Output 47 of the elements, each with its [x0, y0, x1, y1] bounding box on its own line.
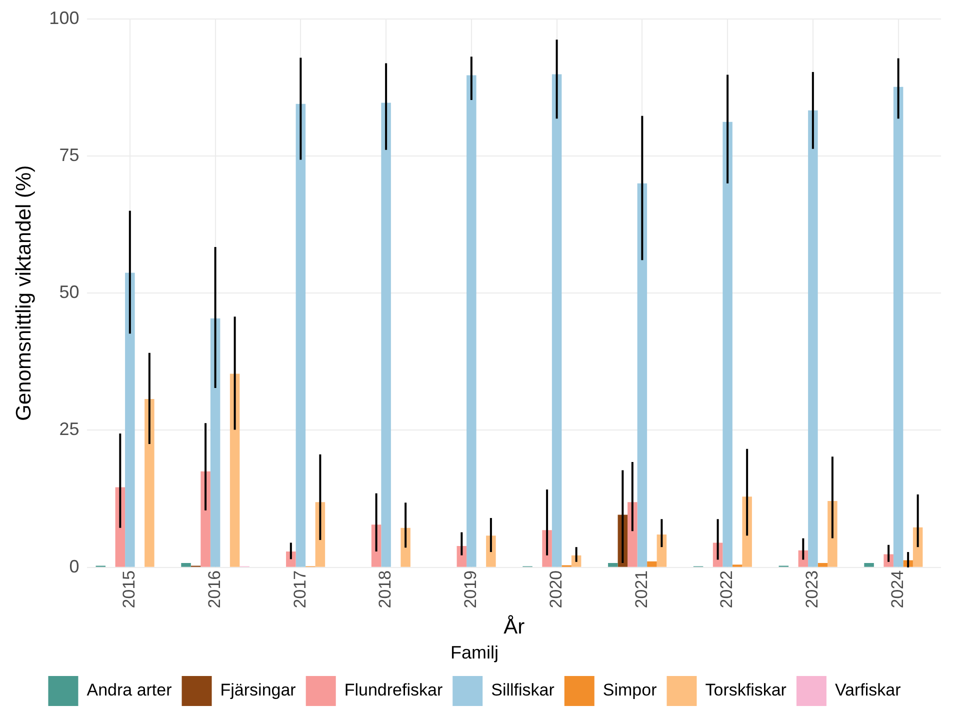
bar [893, 86, 904, 567]
legend-label: Torskfiskar [705, 680, 787, 700]
legend-title: Familj [450, 642, 498, 662]
y-tick-label: 50 [59, 282, 80, 302]
bar [230, 374, 240, 567]
x-tick-label: 2024 [888, 570, 907, 608]
bar [656, 534, 667, 567]
bar [608, 562, 618, 567]
x-tick-label: 2015 [120, 570, 139, 608]
bar [381, 102, 391, 567]
bar [818, 562, 828, 567]
bar [808, 110, 818, 567]
bar [864, 562, 874, 567]
bar [286, 551, 296, 567]
x-tick-label: 2021 [632, 570, 651, 608]
legend-label: Sillfiskar [491, 680, 555, 700]
bar [210, 318, 220, 567]
x-tick-label: 2019 [461, 570, 480, 608]
bar [628, 502, 638, 567]
x-tick-label: 2022 [717, 570, 736, 608]
legend-label: Varfiskar [834, 680, 902, 700]
bar [647, 561, 657, 567]
x-tick-label: 2017 [290, 570, 310, 608]
x-axis-title: År [504, 614, 525, 639]
y-tick-label: 100 [49, 8, 80, 28]
bar [400, 528, 410, 567]
x-tick-label: 2023 [802, 570, 822, 608]
y-axis-title: Genomsnittlig viktandel (%) [12, 165, 36, 421]
bar [722, 122, 732, 567]
bar [200, 471, 210, 567]
x-tick-label: 2016 [204, 570, 224, 608]
bar [637, 183, 648, 567]
legend-label: Flundrefiskar [344, 680, 443, 700]
x-tick-label: 2018 [376, 570, 395, 608]
bar [125, 272, 135, 567]
bar [296, 104, 306, 567]
bar [181, 562, 191, 567]
y-tick-label: 0 [69, 556, 80, 576]
legend-label: Simpor [602, 680, 658, 700]
bar [466, 75, 476, 567]
legend-label: Andra arter [86, 680, 172, 700]
legend-label: Fjärsingar [220, 680, 296, 700]
x-tick-label: 2020 [546, 570, 566, 608]
bar [144, 398, 154, 567]
y-tick-label: 25 [59, 419, 80, 440]
bar [552, 74, 562, 567]
y-tick-label: 75 [59, 144, 80, 165]
